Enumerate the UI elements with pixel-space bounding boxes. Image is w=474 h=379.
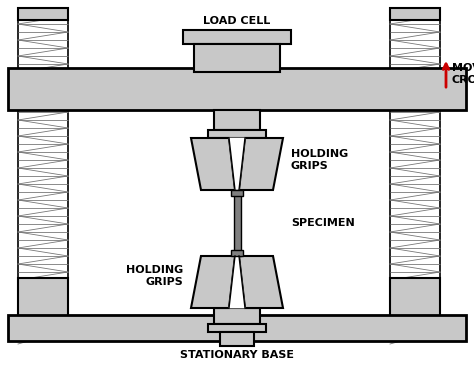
Text: STATIONARY BASE: STATIONARY BASE	[180, 350, 294, 360]
Bar	[234, 190, 241, 256]
Bar	[390, 8, 440, 20]
Bar	[390, 8, 440, 330]
Bar	[390, 278, 440, 330]
Bar	[194, 44, 280, 72]
Polygon shape	[191, 256, 235, 308]
Bar	[8, 315, 466, 341]
Bar	[8, 68, 466, 110]
Text: SPECIMEN: SPECIMEN	[291, 218, 355, 228]
Polygon shape	[239, 138, 283, 190]
Bar	[183, 30, 291, 44]
Polygon shape	[229, 138, 245, 190]
Bar	[214, 308, 260, 324]
Text: MOVING
CROSSHEAD: MOVING CROSSHEAD	[452, 63, 474, 85]
Text: LOAD CELL: LOAD CELL	[203, 16, 271, 26]
Bar	[231, 250, 243, 256]
Text: HOLDING
GRIPS: HOLDING GRIPS	[291, 149, 348, 171]
Bar	[18, 8, 68, 330]
Bar	[220, 332, 254, 346]
Bar	[214, 110, 260, 130]
Bar	[231, 190, 243, 196]
Bar	[208, 324, 266, 332]
Bar	[18, 8, 68, 20]
Polygon shape	[191, 138, 235, 190]
Text: HOLDING
GRIPS: HOLDING GRIPS	[126, 265, 183, 287]
Bar	[208, 130, 266, 138]
Polygon shape	[239, 256, 283, 308]
Bar	[18, 278, 68, 330]
Polygon shape	[229, 256, 245, 308]
